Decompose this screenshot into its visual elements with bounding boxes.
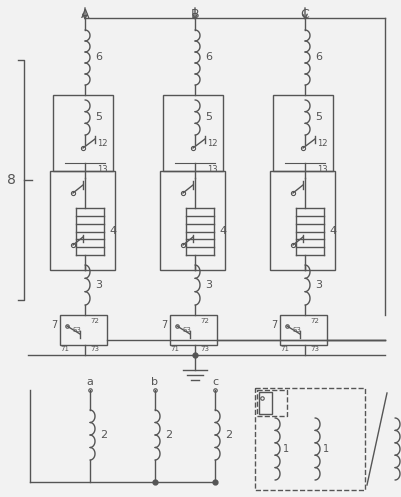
- Text: 3: 3: [205, 280, 212, 290]
- Text: 73: 73: [90, 346, 99, 352]
- Text: 8: 8: [7, 173, 16, 187]
- Text: 6: 6: [205, 53, 212, 63]
- Text: 5: 5: [315, 112, 322, 122]
- Text: 72: 72: [200, 318, 209, 324]
- Text: 4: 4: [109, 227, 116, 237]
- Text: b: b: [152, 377, 158, 387]
- Text: B: B: [191, 8, 199, 21]
- Text: 73: 73: [310, 346, 319, 352]
- Bar: [259, 392, 272, 414]
- Text: 1: 1: [323, 444, 329, 454]
- Text: 4: 4: [219, 227, 226, 237]
- Bar: [50, 171, 115, 270]
- Text: 71: 71: [170, 346, 179, 352]
- Text: A: A: [81, 8, 89, 21]
- Text: 13: 13: [317, 165, 328, 174]
- Text: 7: 7: [161, 320, 167, 330]
- Text: 5: 5: [95, 112, 102, 122]
- Text: 7: 7: [51, 320, 57, 330]
- Text: 1: 1: [283, 444, 289, 454]
- Bar: [60, 315, 107, 345]
- Text: 6: 6: [95, 53, 102, 63]
- Text: S3: S3: [293, 327, 302, 333]
- Bar: [273, 95, 333, 171]
- Text: 13: 13: [207, 165, 218, 174]
- Text: c: c: [212, 377, 218, 387]
- Text: 13: 13: [97, 165, 107, 174]
- Text: 3: 3: [315, 280, 322, 290]
- Text: 73: 73: [200, 346, 209, 352]
- Bar: [163, 95, 223, 171]
- Text: 5: 5: [205, 112, 212, 122]
- Text: 2: 2: [165, 430, 172, 440]
- Text: 6: 6: [315, 53, 322, 63]
- Text: 72: 72: [310, 318, 319, 324]
- Bar: [160, 171, 225, 270]
- Bar: [255, 388, 365, 490]
- Bar: [53, 95, 113, 171]
- Bar: [270, 171, 335, 270]
- Text: 4: 4: [329, 227, 336, 237]
- Text: a: a: [87, 377, 93, 387]
- Text: 3: 3: [95, 280, 102, 290]
- Bar: [170, 315, 217, 345]
- Text: 2: 2: [225, 430, 232, 440]
- Bar: [280, 315, 327, 345]
- Text: 7: 7: [271, 320, 277, 330]
- Text: 2: 2: [100, 430, 107, 440]
- Bar: [257, 390, 287, 416]
- Text: 12: 12: [207, 140, 217, 149]
- Text: 72: 72: [90, 318, 99, 324]
- Text: S3: S3: [73, 327, 81, 333]
- Text: 71: 71: [60, 346, 69, 352]
- Text: 71: 71: [280, 346, 289, 352]
- Text: 12: 12: [97, 140, 107, 149]
- Text: C: C: [301, 8, 310, 21]
- Text: S3: S3: [182, 327, 191, 333]
- Text: 12: 12: [317, 140, 328, 149]
